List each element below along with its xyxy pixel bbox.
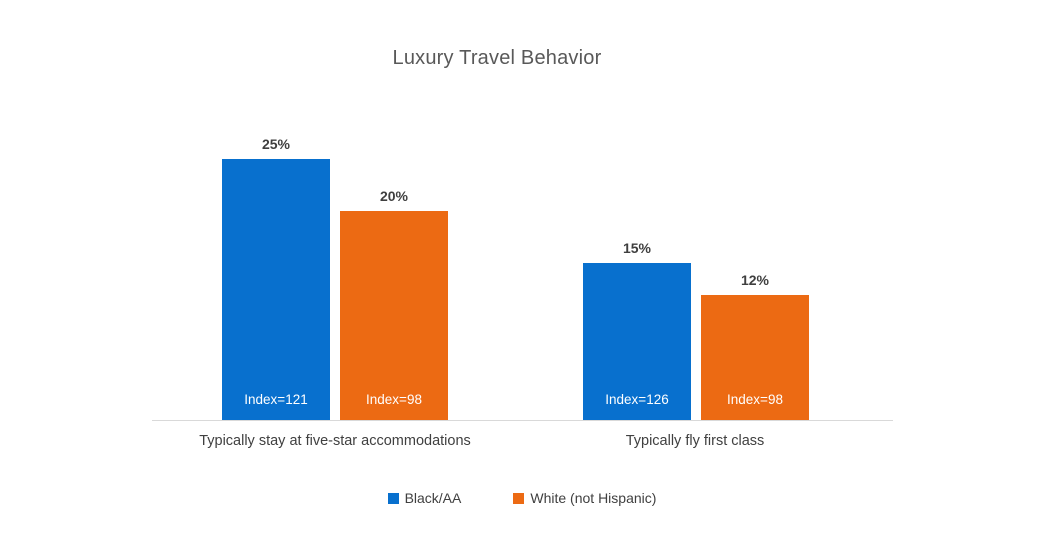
bar-group1-white: 20% Index=98: [340, 80, 448, 420]
category-label-first-class: Typically fly first class: [625, 433, 765, 449]
bar-value-label: 20%: [379, 188, 409, 204]
bar-index-label: Index=121: [244, 392, 308, 407]
bar-white-first-class: Index=98: [701, 295, 809, 420]
bar-value-label: 12%: [740, 272, 770, 288]
legend-label: Black/AA: [404, 490, 462, 506]
bar-index-label: Index=126: [605, 392, 669, 407]
legend-swatch-orange-icon: [513, 492, 525, 504]
bar-value-label: 15%: [622, 240, 652, 256]
bar-blackaa-first-class: Index=126: [583, 263, 691, 420]
bar-group1-blackaa: 25% Index=121: [222, 80, 330, 420]
legend-swatch-blue-icon: [387, 492, 399, 504]
bar-white-five-star: Index=98: [340, 211, 448, 420]
bar-index-label: Index=98: [727, 392, 783, 407]
x-axis-line: [152, 420, 893, 421]
category-label-five-star: Typically stay at five-star accommodatio…: [199, 433, 471, 449]
legend-item-white-not-hispanic: White (not Hispanic): [513, 490, 656, 506]
bar-value-label: 25%: [261, 136, 291, 152]
legend-label: White (not Hispanic): [530, 490, 657, 506]
legend-item-blackaa: Black/AA: [387, 490, 462, 506]
legend: Black/AA White (not Hispanic): [0, 490, 1044, 506]
bar-group2-white: 12% Index=98: [701, 80, 809, 420]
bar-blackaa-five-star: Index=121: [222, 159, 330, 420]
bar-index-label: Index=98: [366, 392, 422, 407]
bar-group2-blackaa: 15% Index=126: [583, 80, 691, 420]
chart-title: Luxury Travel Behavior: [392, 47, 602, 69]
